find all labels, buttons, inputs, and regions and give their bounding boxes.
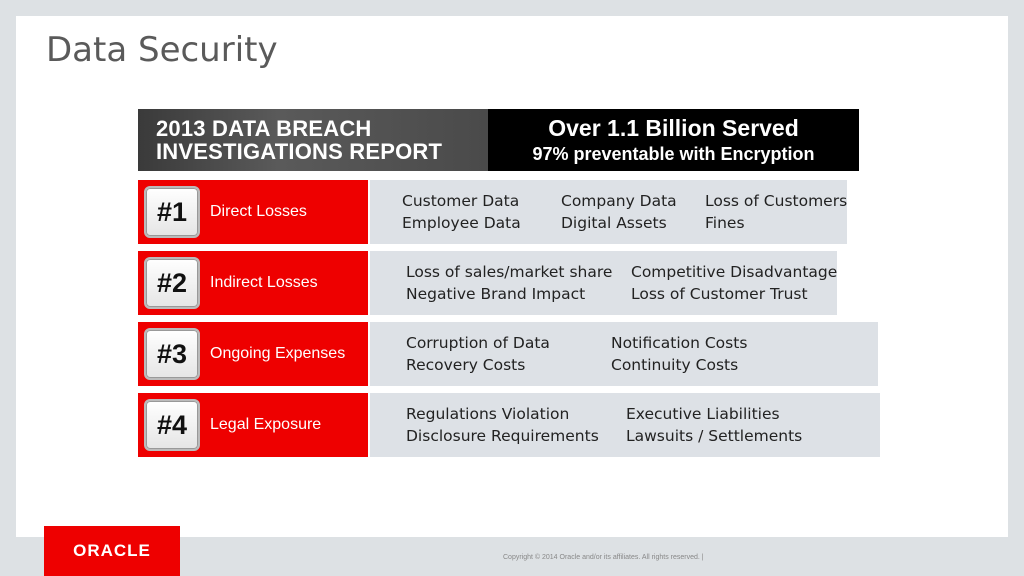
rank-badge: #1 xyxy=(144,186,200,238)
banner-report-title: 2013 DATA BREACH INVESTIGATIONS REPORT xyxy=(138,109,488,171)
row-label: Indirect Losses xyxy=(210,274,318,291)
cost-row-2: #2 Indirect Losses Loss of sales/market … xyxy=(138,251,838,315)
row-item: Employee Data xyxy=(402,214,521,232)
row-item: Loss of sales/market share xyxy=(406,263,613,281)
row-item: Negative Brand Impact xyxy=(406,285,586,303)
banner-stat: Over 1.1 Billion Served 97% preventable … xyxy=(488,109,859,171)
rank-badge: #4 xyxy=(144,399,200,451)
row-item: Competitive Disadvantage xyxy=(631,263,838,281)
row-header: #1 Direct Losses xyxy=(138,180,370,244)
row-item: Executive Liabilities xyxy=(626,405,780,423)
copyright-text: Copyright © 2014 Oracle and/or its affil… xyxy=(503,554,704,561)
banner-subline: 97% preventable with Encryption xyxy=(532,144,815,164)
banner-line-2: INVESTIGATIONS REPORT xyxy=(156,139,443,164)
cost-row-4: #4 Legal Exposure Regulations Violation … xyxy=(138,393,880,457)
row-item: Continuity Costs xyxy=(611,356,739,374)
row-item: Digital Assets xyxy=(561,214,667,232)
row-item: Disclosure Requirements xyxy=(406,427,599,445)
row-header: #4 Legal Exposure xyxy=(138,393,370,457)
row-item: Regulations Violation xyxy=(406,405,570,423)
cost-row-1: #1 Direct Losses Customer Data Company D… xyxy=(138,180,848,244)
row-items: Customer Data Company Data Loss of Custo… xyxy=(370,180,848,244)
rank-badge: #3 xyxy=(144,328,200,380)
row-item: Loss of Customers xyxy=(705,192,848,210)
row-item: Lawsuits / Settlements xyxy=(626,427,803,445)
row-item: Loss of Customer Trust xyxy=(631,285,808,303)
row-item: Company Data xyxy=(561,192,677,210)
row-items: Loss of sales/market share Competitive D… xyxy=(370,251,838,315)
row-header: #2 Indirect Losses xyxy=(138,251,370,315)
rank-badge: #2 xyxy=(144,257,200,309)
banner-headline: Over 1.1 Billion Served xyxy=(548,115,799,141)
row-item: Corruption of Data xyxy=(406,334,550,352)
row-label: Direct Losses xyxy=(210,203,307,220)
row-label: Legal Exposure xyxy=(210,416,322,433)
dbir-banner: 2013 DATA BREACH INVESTIGATIONS REPORT O… xyxy=(138,109,859,171)
cost-row-3: #3 Ongoing Expenses Corruption of Data N… xyxy=(138,322,878,386)
row-item: Notification Costs xyxy=(611,334,748,352)
row-item: Recovery Costs xyxy=(406,356,526,374)
row-header: #3 Ongoing Expenses xyxy=(138,322,370,386)
slide-title: Data Security xyxy=(46,30,278,70)
row-item: Customer Data xyxy=(402,192,520,210)
banner-line-1: 2013 DATA BREACH xyxy=(156,116,372,141)
row-item: Fines xyxy=(705,214,745,232)
row-items: Regulations Violation Executive Liabilit… xyxy=(370,393,880,457)
oracle-logo: ORACLE xyxy=(44,526,180,576)
row-items: Corruption of Data Notification Costs Re… xyxy=(370,322,878,386)
row-label: Ongoing Expenses xyxy=(210,345,346,362)
